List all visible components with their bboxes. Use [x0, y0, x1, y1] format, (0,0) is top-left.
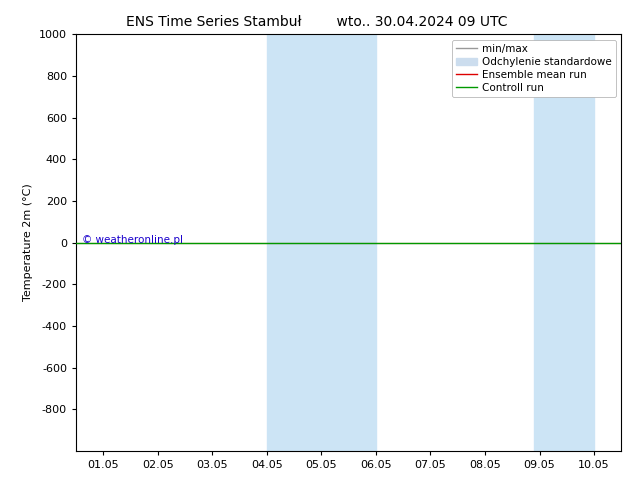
Y-axis label: Temperature 2m (°C): Temperature 2m (°C) — [23, 184, 34, 301]
Text: ENS Time Series Stambuł        wto.. 30.04.2024 09 UTC: ENS Time Series Stambuł wto.. 30.04.2024… — [126, 15, 508, 29]
Legend: min/max, Odchylenie standardowe, Ensemble mean run, Controll run: min/max, Odchylenie standardowe, Ensembl… — [452, 40, 616, 97]
Bar — [534, 34, 594, 451]
Bar — [267, 34, 376, 451]
Text: © weatheronline.pl: © weatheronline.pl — [82, 236, 183, 245]
